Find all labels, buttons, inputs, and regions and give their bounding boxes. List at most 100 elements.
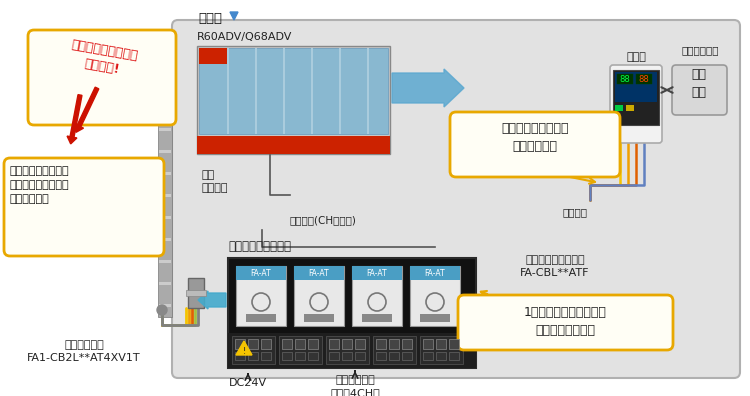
Text: アナログ信号変換器: アナログ信号変換器 [228,240,291,253]
FancyBboxPatch shape [672,65,727,115]
Bar [159,62,171,65]
Bar [342,352,352,360]
Bar [294,266,344,280]
Bar [283,48,285,134]
Bar [617,74,633,84]
Bar [248,339,258,349]
Polygon shape [236,341,252,355]
Bar [342,339,352,349]
Text: 片側バラ線ケーブル
で容易に接続: 片側バラ線ケーブル で容易に接続 [501,122,568,153]
Bar [615,105,623,111]
Bar [236,266,286,326]
Bar [159,128,171,131]
Text: 片側バラ線ケーブル
FA-CBL**ATF: 片側バラ線ケーブル FA-CBL**ATF [520,255,590,278]
Bar [389,339,399,349]
Bar [159,216,171,219]
Bar [228,258,476,368]
Text: 電圧
第一出力: 電圧 第一出力 [202,170,229,193]
Bar [436,352,446,360]
FancyBboxPatch shape [458,295,673,350]
Bar [197,46,390,154]
Bar [410,266,460,326]
Circle shape [157,305,167,315]
Text: シーケンサ端子台に
配線済み!: シーケンサ端子台に 配線済み! [68,38,139,79]
Bar [282,339,292,349]
Bar [367,48,369,134]
Bar [199,48,227,64]
Bar [279,336,322,364]
Text: 88: 88 [620,75,630,84]
Bar [362,314,392,322]
Bar [235,352,245,360]
Bar [295,352,305,360]
FancyArrow shape [67,95,82,144]
Bar [402,352,412,360]
Bar [159,106,171,109]
Bar [376,339,386,349]
Bar [355,352,365,360]
Bar [159,260,171,263]
Bar [158,52,172,317]
Bar [436,339,446,349]
Text: FA-AT: FA-AT [424,269,445,278]
Bar [402,339,412,349]
Text: 制御盤: 制御盤 [198,12,222,25]
Bar [449,339,459,349]
Text: 88: 88 [638,75,650,84]
Text: 調節計: 調節計 [626,52,646,62]
Bar [420,314,450,322]
Bar [410,266,460,280]
Text: FA-AT: FA-AT [251,269,272,278]
Text: 1チャンネルごとに最適
モジュールを搭載: 1チャンネルごとに最適 モジュールを搭載 [524,306,607,337]
Bar [227,48,229,134]
FancyArrow shape [198,291,226,309]
Bar [352,266,402,280]
Bar [615,72,657,102]
Bar [295,339,305,349]
Bar [159,172,171,175]
Bar [329,352,339,360]
Bar [326,336,369,364]
Bar [311,48,313,134]
Bar [294,266,344,326]
Bar [199,48,388,134]
Bar [236,266,286,280]
Bar [373,336,416,364]
FancyBboxPatch shape [450,112,620,177]
Bar [261,339,271,349]
Bar [159,150,171,153]
Bar [246,314,276,322]
Bar [308,352,318,360]
Bar [355,339,365,349]
Bar [159,194,171,197]
FancyBboxPatch shape [4,158,164,256]
Bar [613,70,659,125]
FancyBboxPatch shape [610,65,662,143]
Bar [261,352,271,360]
Bar [255,48,257,134]
Text: DC24V: DC24V [229,378,267,388]
Bar [159,304,171,307]
Bar [159,238,171,241]
Text: FA-AT: FA-AT [367,269,387,278]
Text: 盤内配線: 盤内配線 [562,207,587,217]
Text: 専用ケーブル
FA1-CB2L**AT4XV1T: 専用ケーブル FA1-CB2L**AT4XV1T [27,340,141,363]
Bar [308,339,318,349]
Text: !: ! [242,346,246,356]
Bar [423,352,433,360]
Bar [449,352,459,360]
Bar [352,266,402,326]
FancyBboxPatch shape [28,30,176,125]
Bar [376,352,386,360]
FancyBboxPatch shape [172,20,740,378]
Bar [329,339,339,349]
Bar [304,314,334,322]
Bar [339,48,341,134]
Bar [186,290,206,296]
Bar [159,84,171,87]
Bar [159,282,171,285]
Polygon shape [230,12,238,20]
Bar [235,339,245,349]
Text: FA-AT: FA-AT [309,269,329,278]
Bar [636,74,652,84]
